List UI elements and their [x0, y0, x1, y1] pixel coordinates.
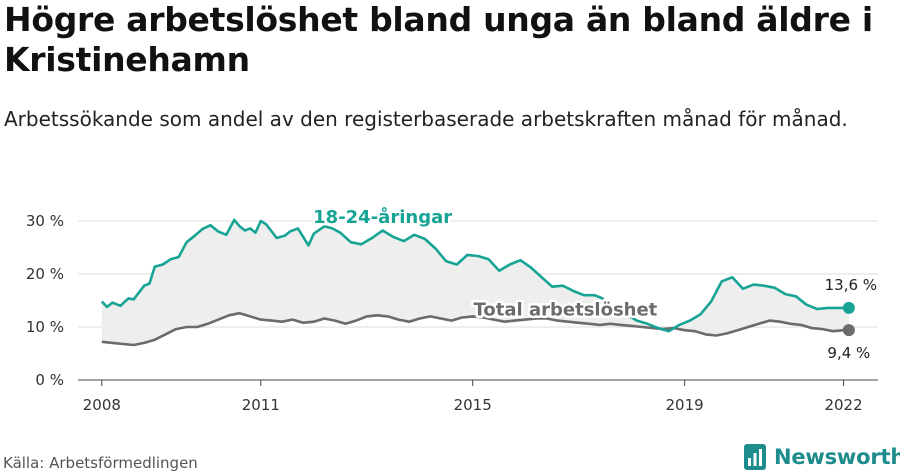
series-label-youth: 18-24-åringar	[313, 206, 452, 228]
x-axis: 2008 2011 2015 2019 2022	[83, 380, 863, 414]
x-tick-label: 2015	[454, 396, 492, 414]
chart-subtitle: Arbetssökande som andel av den registerb…	[4, 107, 848, 131]
x-tick-label: 2008	[83, 396, 121, 414]
series-line-youth	[100, 218, 849, 333]
x-tick-label: 2011	[242, 396, 280, 414]
series-label-total-halo: Total arbetslöshet	[474, 299, 658, 320]
end-label-total: 9,4 %	[827, 344, 870, 362]
series-label-total: Total arbetslöshet	[474, 299, 658, 320]
end-marker-youth	[842, 301, 855, 314]
y-tick-label: 20 %	[26, 265, 64, 283]
y-tick-label: 30 %	[26, 212, 64, 230]
brand-logo: Newsworthy	[744, 442, 900, 472]
y-tick-label: 10 %	[26, 318, 64, 336]
labels: 13,6 %9,4 %18-24-åringar18-24-åringarTot…	[311, 204, 877, 363]
x-tick-label: 2019	[666, 396, 704, 414]
chart-title: Högre arbetslöshet bland unga än bland ä…	[4, 0, 873, 79]
end-label-youth: 13,6 %	[825, 276, 877, 294]
x-tick-label: 2022	[824, 396, 862, 414]
gap-band	[101, 219, 849, 345]
newsworthy-icon	[744, 444, 766, 470]
y-tick-label: 0 %	[35, 371, 64, 389]
brand-name: Newsworthy	[774, 445, 900, 469]
series-lines	[100, 218, 849, 347]
series-label-youth-halo: 18-24-åringar	[313, 206, 452, 228]
source-note: Källa: Arbetsförmedlingen	[3, 454, 198, 472]
series-line-total	[101, 311, 849, 347]
end-marker-total	[842, 324, 855, 337]
